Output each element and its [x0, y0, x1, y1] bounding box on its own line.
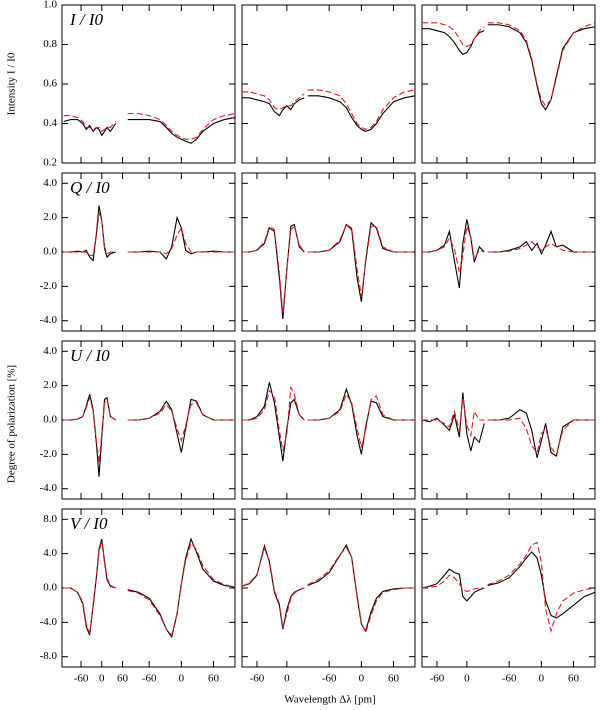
- y-tick-label: 4.0: [43, 177, 57, 189]
- data-line: [127, 542, 236, 637]
- y-tick-label: -2.0: [40, 448, 58, 460]
- y-tick-label: 4.0: [43, 547, 57, 559]
- y-tick-label: 0.8: [43, 38, 57, 50]
- data-line: [63, 119, 117, 137]
- data-line: [487, 417, 595, 456]
- data-line: [422, 219, 485, 289]
- x-tick-label: 0: [179, 673, 185, 685]
- data-line: [242, 91, 305, 111]
- y-tick-label: 0.2: [43, 157, 57, 169]
- data-line: [127, 113, 236, 140]
- y-axis-title: Degree of polarization [%]: [6, 365, 18, 483]
- data-line: [63, 394, 116, 477]
- x-tick-label: -60: [74, 673, 89, 685]
- panel-title: U / I0: [70, 346, 110, 365]
- y-tick-label: 0.0: [43, 582, 57, 594]
- x-tick-label: 0: [539, 673, 545, 685]
- data-line: [422, 226, 485, 273]
- data-line: [241, 546, 305, 628]
- data-line: [487, 541, 596, 633]
- data-line: [307, 95, 416, 132]
- data-line: [487, 22, 596, 107]
- panel-title: V / I0: [70, 514, 108, 533]
- panel-frame: [241, 340, 416, 500]
- y-tick-label: -4.0: [40, 616, 58, 628]
- x-tick-label: 0: [359, 673, 365, 685]
- panel-frame: [241, 508, 416, 668]
- data-line: [487, 409, 595, 458]
- panel-title: I / I0: [69, 10, 104, 29]
- x-tick-label: 0: [464, 673, 470, 685]
- data-line: [63, 395, 116, 463]
- data-line: [127, 402, 235, 443]
- x-tick-label: 60: [568, 673, 580, 685]
- x-tick-label: 0: [99, 673, 105, 685]
- data-line: [241, 543, 305, 630]
- y-tick-label: -4.0: [40, 482, 58, 494]
- x-tick-label: -60: [430, 673, 445, 685]
- panel-frame: [421, 172, 596, 332]
- data-line: [422, 28, 485, 56]
- data-line: [63, 212, 116, 256]
- data-line: [307, 387, 415, 455]
- data-line: [421, 392, 485, 452]
- data-line: [307, 393, 415, 448]
- data-line: [242, 97, 305, 117]
- y-tick-label: 0.0: [43, 246, 57, 258]
- y-tick-label: 0.6: [43, 78, 57, 90]
- x-tick-label: -60: [502, 673, 517, 685]
- data-line: [487, 241, 595, 253]
- data-line: [63, 115, 117, 133]
- data-line: [487, 24, 596, 111]
- panel-frame: [421, 508, 596, 668]
- panel-frame: [241, 172, 416, 332]
- data-line: [487, 229, 595, 256]
- data-line: [422, 397, 485, 438]
- y-tick-label: 2.0: [43, 211, 57, 223]
- x-tick-label: 60: [388, 673, 400, 685]
- data-line: [422, 22, 485, 48]
- data-line: [63, 540, 116, 634]
- data-line: [307, 221, 415, 302]
- data-line: [421, 574, 485, 593]
- x-tick-label: -60: [250, 673, 265, 685]
- panel-frame: [241, 4, 416, 164]
- data-line: [242, 225, 305, 314]
- data-line: [421, 568, 485, 602]
- y-tick-label: 0.0: [43, 414, 57, 426]
- data-line: [63, 538, 116, 636]
- data-line: [242, 223, 305, 320]
- y-tick-label: -8.0: [40, 650, 58, 662]
- y-axis-title: Intensity I / I0: [6, 52, 18, 115]
- data-line: [307, 89, 416, 131]
- data-line: [307, 223, 415, 297]
- data-line: [127, 215, 235, 260]
- y-tick-label: -4.0: [40, 314, 58, 326]
- x-tick-label: 60: [117, 673, 129, 685]
- y-tick-label: 4.0: [43, 345, 57, 357]
- data-line: [487, 551, 596, 619]
- x-axis-title: Wavelength Δλ [pm]: [284, 694, 376, 706]
- y-tick-label: 2.0: [43, 379, 57, 391]
- data-line: [242, 382, 305, 462]
- x-tick-label: 60: [208, 673, 220, 685]
- y-tick-label: 8.0: [43, 513, 57, 525]
- data-line: [127, 226, 235, 255]
- data-line: [307, 543, 415, 633]
- x-tick-label: -60: [142, 673, 157, 685]
- data-line: [63, 205, 116, 262]
- y-tick-label: 0.4: [43, 117, 57, 129]
- x-tick-label: 0: [284, 673, 290, 685]
- panel-frame: [421, 4, 596, 164]
- panel-title: Q / I0: [70, 178, 110, 197]
- y-tick-label: -2.0: [40, 280, 58, 292]
- data-line: [127, 537, 236, 639]
- data-line: [127, 398, 235, 453]
- x-tick-label: -60: [322, 673, 337, 685]
- data-line: [307, 546, 415, 635]
- data-line: [242, 385, 305, 452]
- y-tick-label: 1.0: [43, 0, 57, 11]
- data-line: [127, 117, 236, 144]
